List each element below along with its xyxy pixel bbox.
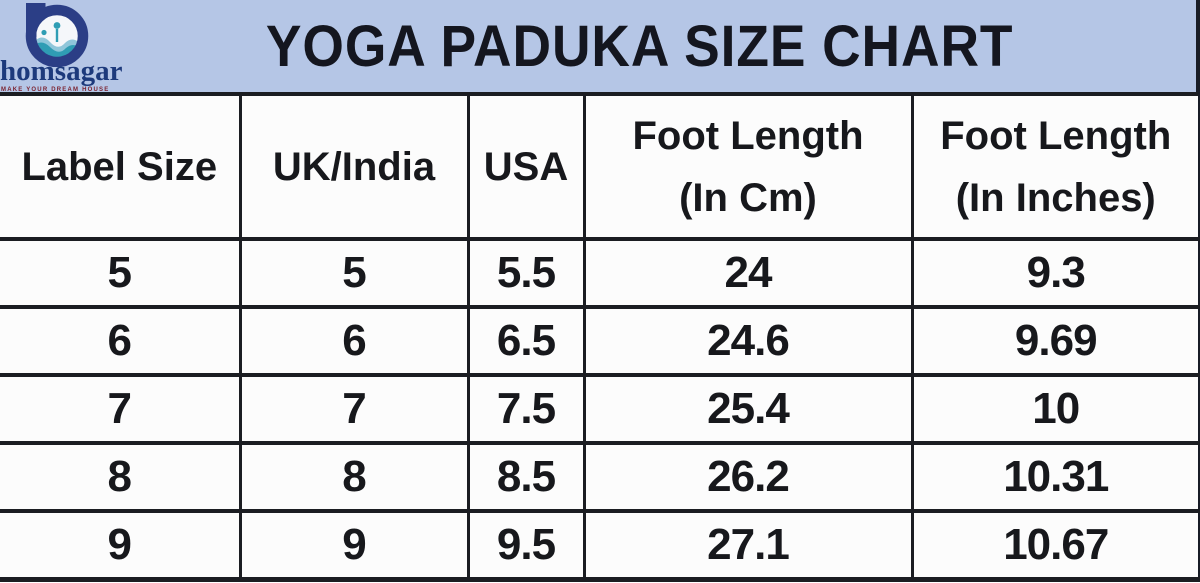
- brand-tagline: MAKE YOUR DREAM HOUSE: [1, 87, 110, 93]
- size-cell: 6.5: [466, 305, 586, 377]
- col-header-label-size: Label Size: [0, 92, 242, 241]
- size-cell: 10: [910, 373, 1200, 445]
- homsagar-logo-icon: [25, 3, 89, 67]
- size-cell: 26.2: [582, 441, 914, 513]
- table-row: 9 9 9.5 27.1 10.67: [0, 509, 1200, 582]
- homsagar-logo: homsagar MAKE YOUR DREAM HOUSE: [0, 0, 128, 100]
- col-header-foot-length-cm: Foot Length (In Cm): [582, 92, 914, 241]
- size-cell: 9: [238, 509, 470, 582]
- table-row: 5 5 5.5 24 9.3: [0, 237, 1200, 309]
- table-row: 7 7 7.5 25.4 10: [0, 373, 1200, 445]
- size-cell: 10.67: [910, 509, 1200, 582]
- col-header-uk-india: UK/India: [238, 92, 470, 241]
- size-cell: 5.5: [466, 237, 586, 309]
- size-cell: 10.31: [910, 441, 1200, 513]
- size-cell: 8: [238, 441, 470, 513]
- size-cell: 6: [238, 305, 470, 377]
- brand-name: homsagar: [0, 55, 123, 87]
- table-row: 6 6 6.5 24.6 9.69: [0, 305, 1200, 377]
- size-cell: 7: [238, 373, 470, 445]
- size-cell: 8: [0, 441, 242, 513]
- size-cell: 7: [0, 373, 242, 445]
- size-cell: 6: [0, 305, 242, 377]
- size-cell: 24.6: [582, 305, 914, 377]
- table-header: Label Size UK/India USA Foot Length (In …: [0, 92, 1200, 241]
- size-cell: 7.5: [466, 373, 586, 445]
- table-row: 8 8 8.5 26.2 10.31: [0, 441, 1200, 513]
- title-banner: YOGA PADUKA SIZE CHART: [0, 0, 1200, 92]
- size-cell: 24: [582, 237, 914, 309]
- size-cell: 5: [0, 237, 242, 309]
- size-cell: 9.3: [910, 237, 1200, 309]
- size-cell: 5: [238, 237, 470, 309]
- header-row: Label Size UK/India USA Foot Length (In …: [0, 92, 1200, 241]
- size-cell: 9.5: [466, 509, 586, 582]
- size-cell: 8.5: [466, 441, 586, 513]
- page-title: YOGA PADUKA SIZE CHART: [265, 13, 1014, 79]
- size-cell: 9: [0, 509, 242, 582]
- size-cell: 25.4: [582, 373, 914, 445]
- col-header-foot-length-inches: Foot Length (In Inches): [910, 92, 1200, 241]
- size-cell: 27.1: [582, 509, 914, 582]
- size-chart-table: Label Size UK/India USA Foot Length (In …: [0, 92, 1200, 582]
- size-cell: 9.69: [910, 305, 1200, 377]
- col-header-usa: USA: [466, 92, 586, 241]
- table-body: 5 5 5.5 24 9.3 6 6 6.5 24.6 9.69 7 7 7.5 25.4 10 8 8 8.5 2…: [0, 237, 1200, 582]
